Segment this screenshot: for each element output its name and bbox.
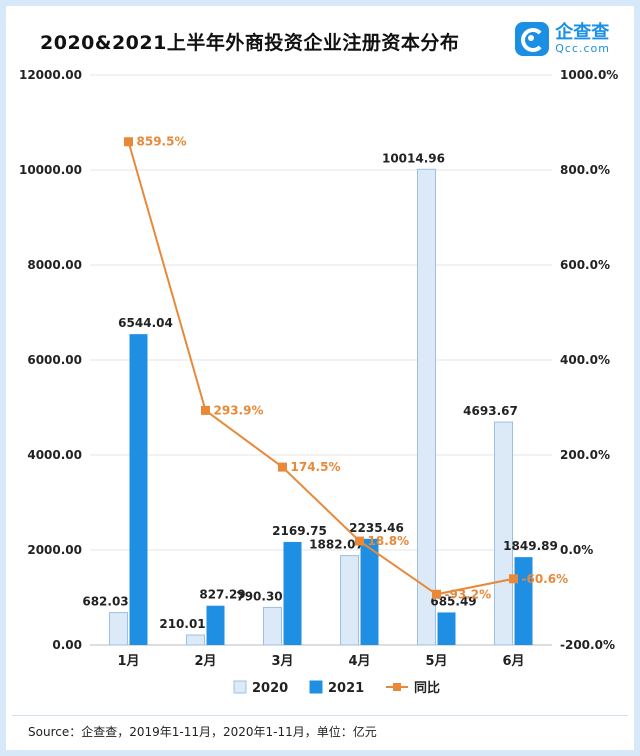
legend-swatch-2020 xyxy=(233,680,247,694)
bar-2021-value-label: 685.49 xyxy=(430,594,476,608)
y-right-tick-label: 400.0% xyxy=(560,353,610,367)
ratio-line xyxy=(127,141,514,596)
logo-text-cn: 企查查 xyxy=(555,21,610,43)
x-tick-label: 2月 xyxy=(194,654,216,669)
bar-2021 xyxy=(437,612,456,645)
bar-2020-value-label: 10014.96 xyxy=(382,151,445,165)
ratio-value-label: 293.9% xyxy=(214,403,264,417)
bar-2021-value-label: 2235.46 xyxy=(349,521,404,535)
qcc-logo-icon xyxy=(515,22,550,56)
ratio-value-label: -60.6% xyxy=(522,572,569,586)
bar-line-chart: 0.00 2000.00 4000.00 6000.00 8000.00 10000.00… xyxy=(19,68,618,696)
ratio-point xyxy=(509,574,518,584)
bar-2021 xyxy=(129,334,148,645)
source-note: Source：企查查，2019年1-11月，2020年1-11月，单位：亿元 xyxy=(28,725,377,739)
footer: Source：企查查，2019年1-11月，2020年1-11月，单位：亿元 xyxy=(12,715,628,744)
ratio-value-label: 859.5% xyxy=(137,135,187,149)
legend-swatch-2021 xyxy=(309,680,323,694)
y-left-tick-label: 12000.00 xyxy=(19,68,82,82)
ratio-point xyxy=(355,536,364,546)
bar-2021 xyxy=(206,605,225,645)
y-left-tick-label: 10000.00 xyxy=(19,163,82,177)
x-tick-label: 4月 xyxy=(348,654,370,669)
ratio-point xyxy=(124,137,133,147)
legend-label: 2021 xyxy=(328,681,364,696)
qcc-logo: 企查查 Qcc.com xyxy=(515,22,610,56)
ratio-point xyxy=(432,589,441,599)
bar-2021-value-label: 827.29 xyxy=(199,588,245,602)
ratio-value-label: -93.2% xyxy=(445,587,492,601)
ratio-value-label: 18.8% xyxy=(368,534,410,548)
bar-2020-value-label: 790.30 xyxy=(236,589,282,603)
logo-text-en: Qcc.com xyxy=(555,41,610,55)
bar-2020 xyxy=(186,634,205,646)
bar-2020 xyxy=(263,606,282,646)
bar-2020 xyxy=(340,555,359,646)
bar-2020-value-label: 210.01 xyxy=(159,617,205,631)
y-left-tick-label: 8000.00 xyxy=(27,258,82,272)
y-right-tick-label: 0.0% xyxy=(560,543,593,557)
ratio-point xyxy=(201,405,210,415)
y-left-tick-label: 4000.00 xyxy=(27,448,82,462)
bar-2020-value-label: 1882.07 xyxy=(309,538,364,552)
y-left-tick-label: 0.00 xyxy=(52,638,82,652)
bar-2020 xyxy=(109,612,128,646)
x-tick-label: 6月 xyxy=(502,654,524,669)
y-right-tick-label: 800.0% xyxy=(560,163,610,177)
bar-2021 xyxy=(360,538,379,645)
bar-2021 xyxy=(283,541,302,645)
bar-2021 xyxy=(514,557,533,645)
header: 2020&2021上半年外商投资企业注册资本分布 企查查 Qcc.com xyxy=(12,12,628,68)
x-tick-label: 3月 xyxy=(271,654,293,669)
y-left-tick-label: 6000.00 xyxy=(27,353,82,367)
ratio-point xyxy=(278,462,287,472)
bar-2020 xyxy=(417,168,436,646)
bar-2021-value-label: 1849.89 xyxy=(503,539,558,553)
y-left-tick-label: 2000.00 xyxy=(27,543,82,557)
chart-title: 2020&2021上半年外商投资企业注册资本分布 xyxy=(40,32,460,54)
y-right-tick-label: -200.0% xyxy=(560,638,615,652)
bar-2020-value-label: 4693.67 xyxy=(463,404,518,418)
x-tick-label: 1月 xyxy=(117,654,139,669)
legend-label: 同比 xyxy=(414,680,440,696)
bar-2020-value-label: 682.03 xyxy=(82,595,128,609)
y-right-tick-label: 200.0% xyxy=(560,448,610,462)
legend-swatch-ratio-point xyxy=(393,683,401,691)
bar-2021-value-label: 2169.75 xyxy=(272,524,327,538)
y-right-tick-label: 600.0% xyxy=(560,258,610,272)
x-tick-label: 5月 xyxy=(425,654,447,669)
bar-2020 xyxy=(494,421,513,646)
ratio-value-label: 174.5% xyxy=(291,460,341,474)
legend-label: 2020 xyxy=(252,681,288,696)
bar-2021-value-label: 6544.04 xyxy=(118,316,173,330)
y-right-tick-label: 1000.0% xyxy=(560,68,618,82)
